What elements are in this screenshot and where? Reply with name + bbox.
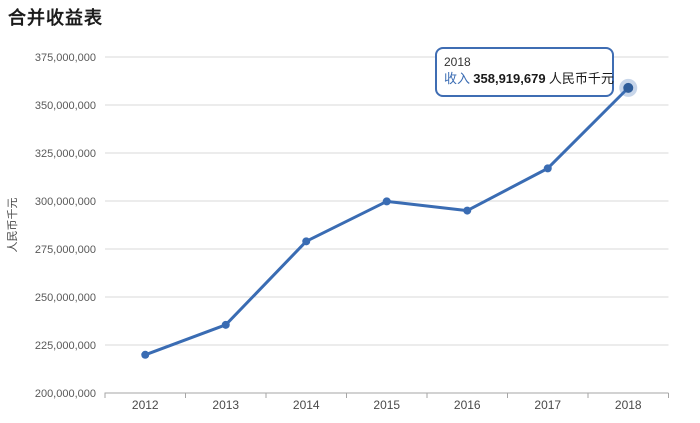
data-tooltip: 2018 收入 358,919,679 人民币千元 — [435, 47, 614, 97]
page-title: 合并收益表 — [8, 8, 103, 28]
y-axis-title: 人民币千元 — [6, 198, 19, 253]
y-axis-tick-label: 250,000,000 — [35, 292, 96, 304]
revenue-line-series — [143, 86, 630, 357]
data-point-2016[interactable] — [463, 206, 472, 215]
data-point-2018[interactable] — [623, 82, 634, 93]
tooltip-unit: 人民币千元 — [548, 71, 614, 86]
y-axis-tick-label: 325,000,000 — [35, 148, 96, 160]
x-axis-tick-label-2015: 2015 — [373, 398, 400, 412]
y-axis-tick-label: 275,000,000 — [35, 244, 96, 256]
x-axis-tick-label-2016: 2016 — [454, 398, 481, 412]
tooltip-value-line: 收入 358,919,679 人民币千元 — [444, 70, 614, 88]
y-axis-tick-label: 225,000,000 — [35, 340, 96, 352]
y-axis-tick-label: 200,000,000 — [35, 388, 96, 400]
y-axis-tick-label: 350,000,000 — [35, 100, 96, 112]
data-point-2013[interactable] — [221, 320, 230, 329]
data-point-2014[interactable] — [302, 237, 311, 246]
tooltip-year: 2018 — [444, 55, 471, 69]
x-axis-tick-label-2018: 2018 — [615, 398, 642, 412]
y-axis-tick-label: 300,000,000 — [35, 196, 96, 208]
data-point-2012[interactable] — [141, 350, 150, 359]
x-axis-tick-label-2012: 2012 — [132, 398, 159, 412]
tooltip-value: 358,919,679 — [473, 71, 546, 86]
x-axis-tick-label-2017: 2017 — [534, 398, 561, 412]
tooltip-metric-label: 收入 — [444, 71, 471, 86]
data-point-2015[interactable] — [382, 197, 391, 206]
data-point-2017[interactable] — [543, 164, 552, 173]
y-axis-tick-label: 375,000,000 — [35, 52, 96, 64]
x-axis-tick-label-2014: 2014 — [293, 398, 320, 412]
x-axis-tick-label-2013: 2013 — [212, 398, 239, 412]
